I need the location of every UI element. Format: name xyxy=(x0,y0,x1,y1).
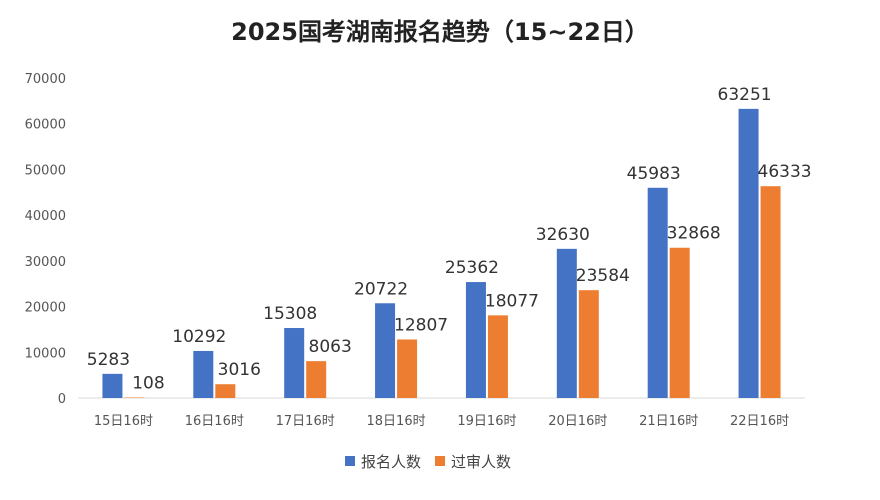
data-label: 3016 xyxy=(218,360,261,380)
data-label: 18077 xyxy=(485,291,539,311)
data-label: 12807 xyxy=(394,315,448,335)
x-category-label: 19日16时 xyxy=(457,414,516,429)
x-category-label: 17日16时 xyxy=(276,414,335,429)
x-category-label: 22日16时 xyxy=(730,414,789,429)
data-label: 23584 xyxy=(576,266,630,286)
y-tick-label: 0 xyxy=(58,392,66,407)
data-label: 25362 xyxy=(445,258,499,278)
data-label: 10292 xyxy=(172,327,226,347)
data-label: 20722 xyxy=(354,279,408,299)
bar-approved xyxy=(669,247,690,398)
bar-approved xyxy=(487,315,508,398)
data-label: 45983 xyxy=(627,164,681,184)
bar-registered xyxy=(193,350,214,398)
y-tick-label: 40000 xyxy=(25,209,66,224)
legend-label: 过审人数 xyxy=(451,453,511,471)
data-label: 46333 xyxy=(758,162,812,182)
y-tick-label: 20000 xyxy=(25,301,66,316)
data-label: 15308 xyxy=(263,304,317,324)
bar-approved xyxy=(215,384,236,398)
bar-registered xyxy=(556,248,577,398)
data-label: 32630 xyxy=(536,225,590,245)
x-category-label: 20日16时 xyxy=(548,414,607,429)
legend-label: 报名人数 xyxy=(361,453,421,471)
bar-registered xyxy=(738,108,759,398)
x-category-label: 15日16时 xyxy=(94,414,153,429)
data-label: 32868 xyxy=(667,224,721,244)
bar-registered xyxy=(465,282,486,398)
chart-title: 2025国考湖南报名趋势（15~22日） xyxy=(231,18,649,46)
y-tick-label: 60000 xyxy=(25,118,66,133)
data-label: 8063 xyxy=(309,337,352,357)
data-label: 108 xyxy=(132,374,164,394)
y-tick-label: 70000 xyxy=(25,72,66,87)
data-label: 5283 xyxy=(87,350,130,370)
bar-registered xyxy=(375,303,396,398)
x-category-label: 16日16时 xyxy=(185,414,244,429)
bar-approved xyxy=(760,186,781,398)
legend-swatch xyxy=(345,456,355,466)
bar-registered xyxy=(102,373,123,398)
bar-registered xyxy=(284,328,305,398)
bar-approved xyxy=(397,339,418,398)
x-category-label: 18日16时 xyxy=(367,414,426,429)
y-tick-label: 50000 xyxy=(25,163,66,178)
x-category-label: 21日16时 xyxy=(639,414,698,429)
legend-swatch xyxy=(435,456,445,466)
y-tick-label: 30000 xyxy=(25,255,66,270)
bar-approved xyxy=(306,361,327,398)
bar-approved xyxy=(578,290,599,398)
y-tick-label: 10000 xyxy=(25,346,66,361)
bar-registered xyxy=(647,187,668,398)
data-label: 63251 xyxy=(718,85,772,105)
